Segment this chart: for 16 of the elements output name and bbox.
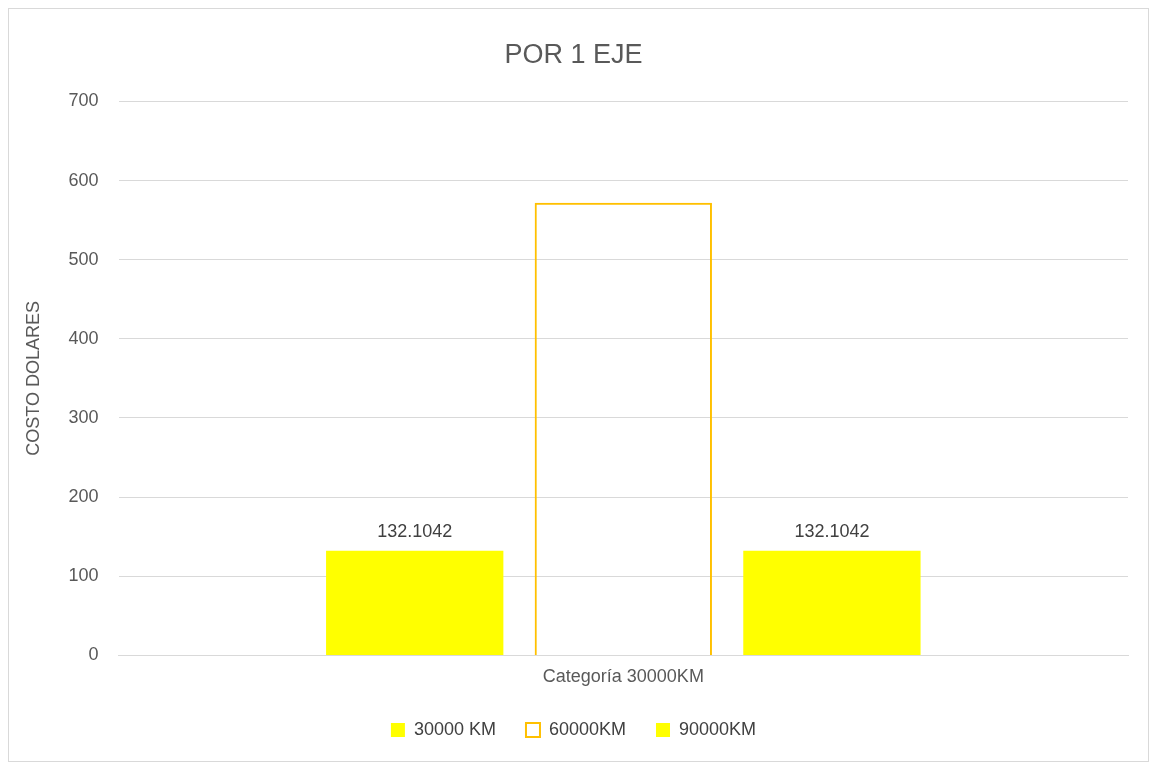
legend-label: 60000KM bbox=[548, 718, 627, 739]
y-tick-label: 200 bbox=[68, 486, 99, 507]
y-tick-label: 300 bbox=[68, 406, 99, 427]
y-tick-label: 100 bbox=[68, 565, 99, 586]
y-tick-label: 700 bbox=[68, 90, 99, 111]
y-axis-title: COSTO DOLARES bbox=[22, 301, 43, 456]
x-tick-label: Categoría 30000KM bbox=[542, 666, 704, 687]
y-tick-label: 600 bbox=[68, 169, 99, 190]
legend-label: 30000 KM bbox=[413, 718, 496, 739]
data-label: 132.1042 bbox=[377, 520, 453, 541]
chart-title: POR 1 EJE bbox=[504, 38, 643, 69]
data-label: 132.1042 bbox=[794, 520, 870, 541]
y-tick-label: 500 bbox=[68, 248, 99, 269]
y-tick-label: 400 bbox=[68, 327, 99, 348]
y-tick-label: 0 bbox=[88, 644, 99, 665]
legend-label: 90000KM bbox=[679, 718, 757, 739]
